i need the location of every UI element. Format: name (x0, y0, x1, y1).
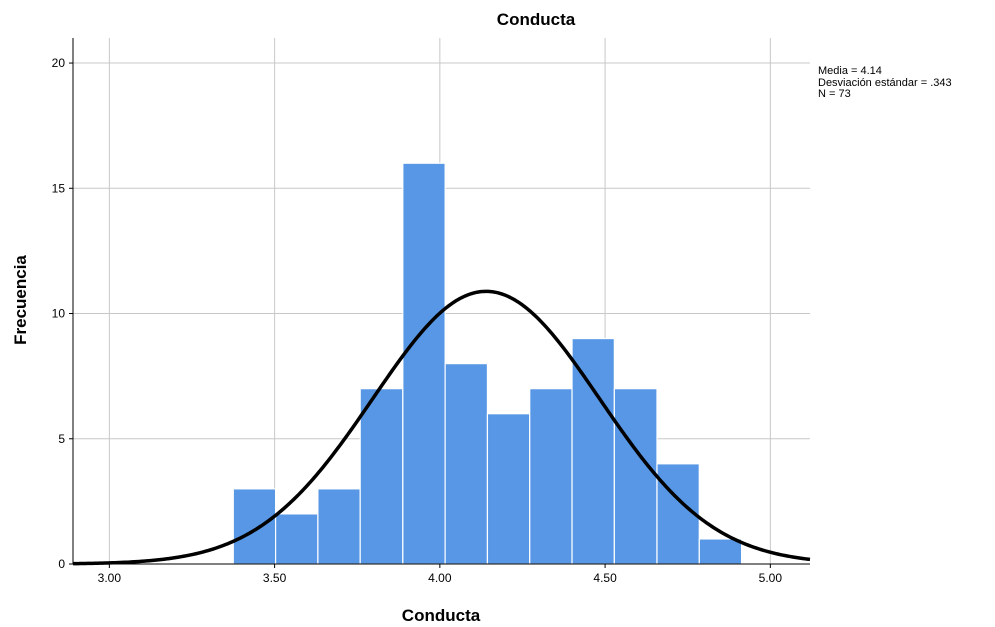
y-tick-label: 10 (52, 307, 66, 321)
histogram-bar (529, 388, 573, 565)
y-axis-label: Frecuencia (11, 255, 30, 345)
y-tick-label: 5 (58, 432, 65, 446)
x-tick-label: 3.50 (263, 571, 287, 585)
statistics-box: Media = 4.14 Desviación estándar = .343 … (818, 65, 952, 101)
chart-title: Conducta (497, 10, 576, 29)
x-tick-label: 3.00 (98, 571, 122, 585)
tick-labels: 0 5 10 15 20 3.00 3.50 4.00 4.50 5.00 (52, 56, 783, 585)
x-axis-label: Conducta (402, 606, 481, 625)
histogram-bar (444, 363, 489, 565)
histogram-bar (359, 388, 404, 565)
histogram-bar (613, 388, 658, 565)
stats-std-dev: Desviación estándar = .343 (818, 76, 952, 89)
x-tick-label: 5.00 (759, 571, 783, 585)
stats-mean: Media = 4.14 (818, 65, 882, 77)
histogram-bar (274, 513, 319, 565)
histogram-bar (486, 413, 531, 565)
y-tick-label: 15 (52, 181, 66, 195)
y-tick-label: 20 (52, 56, 66, 70)
normal-curve-layer (72, 289, 811, 566)
histogram-bar (317, 488, 361, 565)
x-tick-label: 4.00 (428, 571, 452, 585)
histogram-bar (698, 538, 743, 565)
histogram-bar (402, 162, 446, 565)
histogram-bar (571, 337, 615, 565)
x-tick-label: 4.50 (593, 571, 617, 585)
stats-n: N = 73 (818, 88, 851, 100)
y-tick-label: 0 (58, 557, 65, 571)
histogram-bars (232, 162, 743, 565)
histogram-bar (232, 488, 277, 565)
normal-curve (72, 289, 811, 566)
axes (72, 38, 810, 565)
